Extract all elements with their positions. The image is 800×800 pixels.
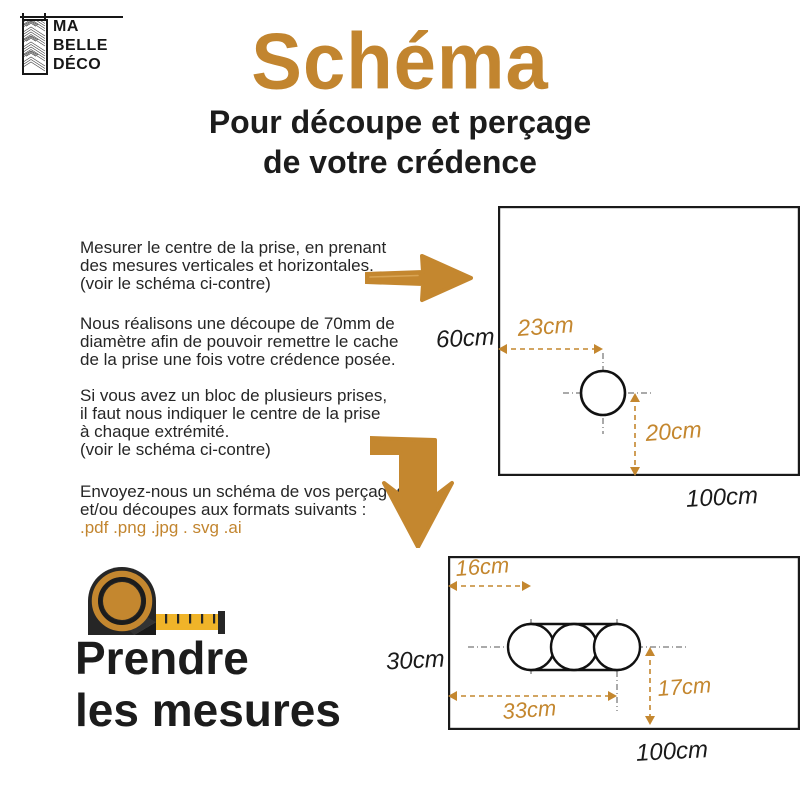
svg-text:16cm: 16cm xyxy=(455,556,510,581)
svg-text:33cm: 33cm xyxy=(502,695,557,724)
svg-text:17cm: 17cm xyxy=(657,672,712,701)
svg-text:23cm: 23cm xyxy=(516,311,575,341)
svg-text:20cm: 20cm xyxy=(644,416,703,446)
